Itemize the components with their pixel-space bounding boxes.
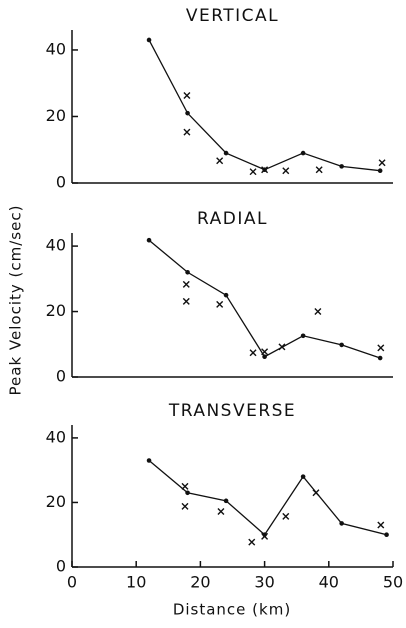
x-marker [282,512,290,520]
y-tick-label: 20 [46,301,66,320]
line-point [223,498,229,504]
line-point [185,269,190,275]
line-point [339,164,344,169]
line-point [377,168,383,173]
line-point [300,474,306,479]
x-marker [377,344,385,352]
line-point [223,292,229,298]
x-marker [261,348,269,356]
line-point [146,237,152,243]
x-marker [312,489,320,497]
x-marker [216,300,224,308]
x-tick-label: 10 [126,573,146,592]
line-point [185,110,190,116]
x-tick-label: 40 [319,573,339,592]
y-axis-label: Peak Velocity (cm/sec) [7,205,25,396]
line-point [377,355,383,361]
line-point [384,532,389,538]
panel-title: VERTICAL [186,6,279,26]
x-marker [378,159,386,167]
x-tick-label: 0 [67,573,77,592]
line-point [339,521,344,526]
x-marker [278,343,286,351]
x-marker [181,482,189,490]
x-tick-label: 50 [383,573,403,592]
x-marker [249,168,257,176]
x-marker [282,167,290,175]
x-marker [249,349,257,357]
x-marker [261,532,269,540]
x-marker [217,507,225,515]
y-tick-label: 0 [56,557,66,576]
x-marker [181,502,189,510]
x-marker [183,128,191,136]
panel-title: TRANSVERSE [168,401,296,421]
x-marker [183,92,191,100]
line-point [146,458,152,463]
line-point [262,354,267,360]
x-axis-label: Distance (km) [173,601,291,619]
x-marker [377,521,385,529]
y-tick-label: 20 [46,106,66,125]
x-marker [182,297,190,305]
x-marker [314,308,322,316]
line-point [339,342,344,348]
x-tick-label: 30 [254,573,274,592]
x-marker [248,538,256,546]
line-point [185,490,190,496]
y-tick-label: 0 [56,367,66,386]
line [148,460,387,536]
panel-title: RADIAL [197,209,268,229]
line-point [146,37,152,43]
y-tick-label: 40 [46,236,66,255]
line-point [223,150,229,156]
line-point [300,333,306,339]
y-tick-label: 40 [46,39,66,58]
line-point [300,150,306,156]
x-marker [216,157,224,165]
line [148,39,381,172]
x-marker [315,166,323,174]
x-tick-label: 20 [190,573,210,592]
y-tick-label: 20 [46,492,66,511]
x-marker [182,280,190,288]
y-tick-label: 0 [56,173,66,192]
x-marker [261,166,269,174]
y-tick-label: 40 [46,427,66,446]
